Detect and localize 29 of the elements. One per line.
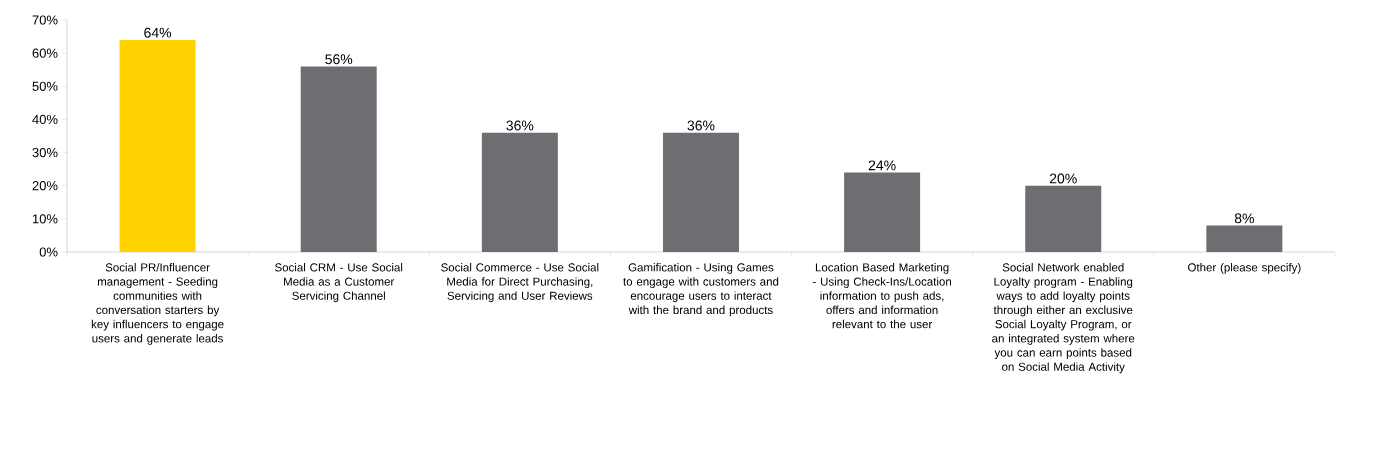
y-tick-label: 70% (32, 15, 58, 25)
x-tick-label: Social Commerce - Use Social Media for Direct Purchasing, Servicing and User Reviews (441, 263, 599, 303)
bar (844, 172, 921, 252)
y-tick-label: 30% (32, 147, 58, 158)
bar (119, 39, 196, 252)
y-tick-label: 10% (32, 214, 58, 224)
bar (662, 132, 739, 252)
y-tick-label: 60% (32, 48, 58, 58)
data-label: 56% (325, 54, 353, 65)
x-tick-label: Social Network enabled Loyalty program - Enabling ways to add loyalty points through either an exclusive Social Loyalty Program, or an integrated system where you can earn points based on Social Media Activity (992, 263, 1135, 374)
data-label: 36% (506, 120, 534, 131)
bar (481, 132, 558, 252)
y-tick-label: 0% (39, 247, 58, 257)
data-label: 8% (1234, 213, 1254, 224)
y-tick-label: 20% (32, 181, 58, 191)
bar (1025, 185, 1102, 252)
bar (300, 66, 377, 252)
x-tick-label: Social PR/Influencer management - Seeding communities with conversation starters by key influencers to engage users and generate leads (91, 263, 224, 345)
x-tick-label: Social CRM - Use Social Media as a Customer Servicing Channel (275, 263, 403, 303)
x-tick-label: Gamification - Using Games to engage with customers and encourage users to interact with the brand and products (623, 263, 779, 317)
data-label: 36% (687, 120, 715, 131)
y-tick-label: 40% (32, 114, 58, 125)
data-label: 20% (1049, 173, 1077, 184)
bar (1206, 225, 1283, 252)
data-label: 24% (868, 160, 896, 171)
y-tick-label: 50% (32, 81, 58, 91)
x-tick-label: Location Based Marketing - Using Check-Ins/Location information to push ads, offers and information relevant to the user (812, 263, 951, 329)
data-label: 64% (144, 27, 172, 38)
x-tick-label: Other (please specify) (1188, 263, 1301, 274)
